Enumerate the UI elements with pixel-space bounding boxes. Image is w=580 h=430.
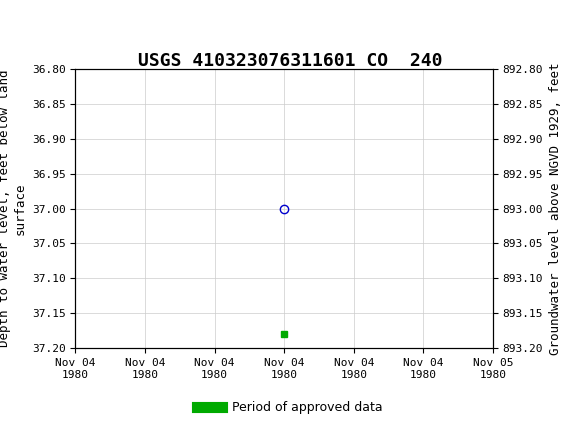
Text: USGS 410323076311601 CO  240: USGS 410323076311601 CO 240	[138, 52, 442, 71]
Text: ▒USGS: ▒USGS	[9, 12, 67, 34]
Y-axis label: Groundwater level above NGVD 1929, feet: Groundwater level above NGVD 1929, feet	[549, 62, 562, 355]
Legend: Period of approved data: Period of approved data	[192, 396, 388, 419]
Y-axis label: Depth to water level, feet below land
surface: Depth to water level, feet below land su…	[0, 70, 26, 347]
